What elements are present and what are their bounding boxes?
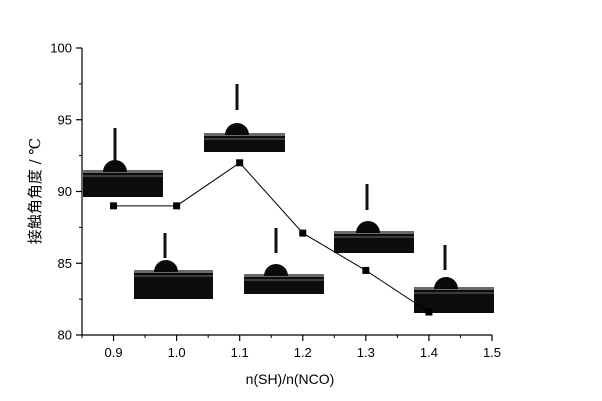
substrate-band: [204, 138, 285, 140]
droplet-photo: [134, 233, 213, 299]
y-axis-title: 接触角角度 / ℃: [26, 138, 44, 244]
droplet: [225, 123, 249, 135]
droplet: [264, 264, 288, 276]
y-tick-label: 95: [58, 112, 72, 127]
substrate: [204, 133, 285, 152]
substrate-band: [83, 175, 163, 177]
series-line: [113, 162, 430, 313]
y-tick-label: 80: [58, 328, 72, 343]
substrate-band: [134, 275, 213, 277]
substrate: [334, 231, 414, 253]
data-point-marker: [425, 308, 433, 316]
substrate: [134, 270, 213, 299]
droplet: [434, 277, 458, 289]
y-tick-label: 90: [58, 184, 72, 199]
x-tick-label: 1.0: [168, 345, 186, 360]
droplet-photo: [83, 128, 163, 197]
x-tick-label: 1.4: [420, 345, 438, 360]
x-axis-title: n(SH)/n(NCO): [246, 371, 335, 387]
y-ticks: 80 85 90 95 100: [50, 41, 82, 343]
y-tick-label: 85: [58, 256, 72, 271]
data-point-marker: [236, 159, 244, 167]
droplet: [103, 160, 127, 172]
substrate-band: [414, 292, 494, 294]
y-tick-label: 100: [50, 41, 72, 56]
droplet-insets: [83, 84, 494, 313]
x-tick-label: 1.1: [231, 345, 249, 360]
x-tick-label: 1.5: [483, 345, 501, 360]
data-point-marker: [173, 202, 181, 210]
x-tick-label: 1.2: [294, 345, 312, 360]
droplet: [154, 260, 178, 272]
substrate-band: [334, 236, 414, 238]
droplet: [356, 221, 380, 233]
substrate-band: [244, 279, 324, 281]
data-point-marker: [362, 266, 370, 274]
data-point-marker: [299, 229, 307, 237]
x-tick-label: 1.3: [357, 345, 375, 360]
droplet-photo: [244, 228, 324, 294]
droplet-photo: [334, 184, 414, 253]
x-tick-label: 0.9: [104, 345, 122, 360]
series-line-group: [110, 159, 433, 316]
droplet-photo: [204, 84, 285, 152]
substrate: [83, 170, 163, 197]
x-ticks: 0.9 1.0 1.1 1.2 1.3 1.4 1.5: [81, 335, 501, 360]
data-point-marker: [110, 202, 118, 210]
droplet-photo: [414, 245, 494, 313]
